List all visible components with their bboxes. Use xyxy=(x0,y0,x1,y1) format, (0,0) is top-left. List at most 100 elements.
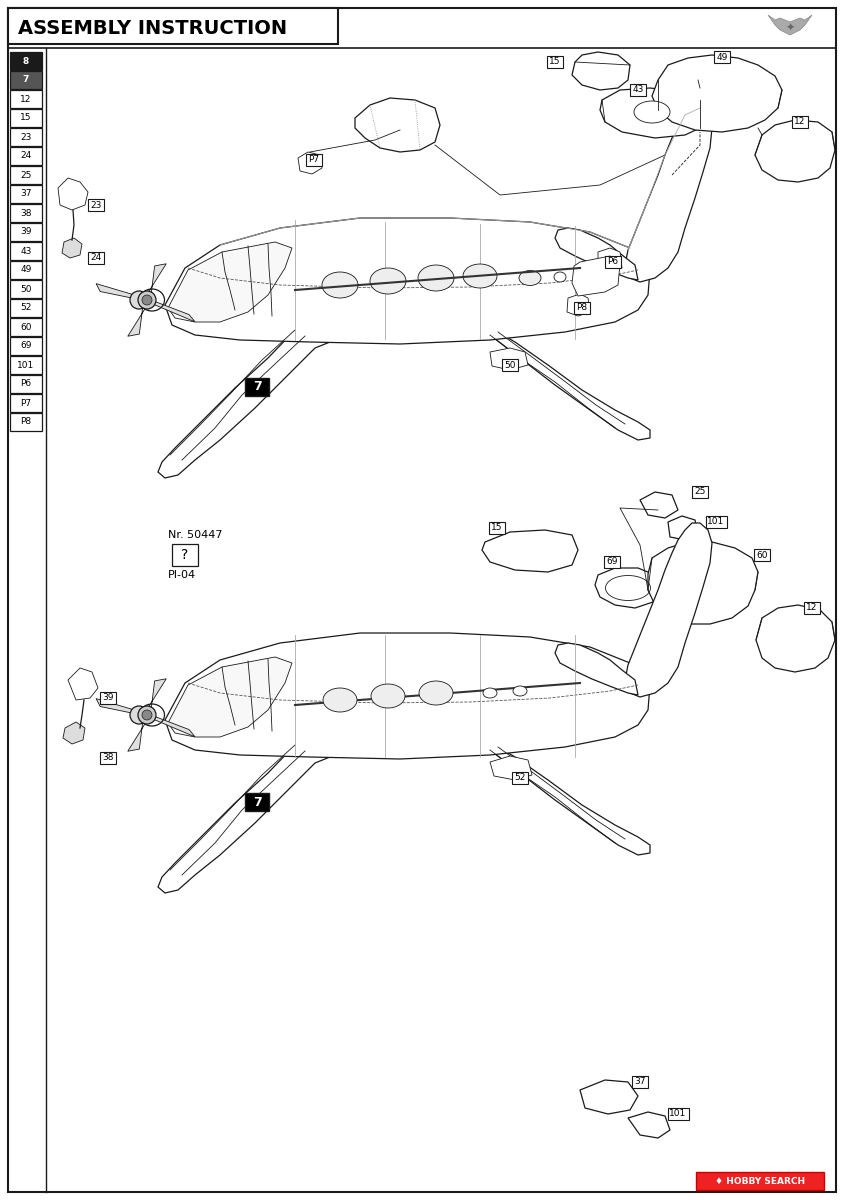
Polygon shape xyxy=(555,643,638,695)
Polygon shape xyxy=(598,248,622,272)
Bar xyxy=(306,154,322,166)
Text: 25: 25 xyxy=(695,487,706,497)
Bar xyxy=(10,90,42,108)
Bar xyxy=(696,1172,824,1190)
Polygon shape xyxy=(600,88,705,138)
Circle shape xyxy=(142,710,152,720)
Ellipse shape xyxy=(513,686,527,696)
Bar xyxy=(10,318,42,336)
Polygon shape xyxy=(165,218,650,344)
Text: P6: P6 xyxy=(20,379,31,389)
Text: 101: 101 xyxy=(669,1110,687,1118)
Polygon shape xyxy=(96,698,140,714)
Text: 60: 60 xyxy=(20,323,32,331)
Polygon shape xyxy=(165,634,650,758)
Bar xyxy=(10,413,42,431)
Text: ✦: ✦ xyxy=(785,23,795,32)
Bar xyxy=(88,199,104,211)
Polygon shape xyxy=(652,55,782,132)
Text: 15: 15 xyxy=(20,114,32,122)
Ellipse shape xyxy=(463,264,497,288)
Ellipse shape xyxy=(554,272,566,282)
Polygon shape xyxy=(668,516,698,540)
Text: 43: 43 xyxy=(632,85,644,95)
Polygon shape xyxy=(127,305,147,336)
Text: 101: 101 xyxy=(707,517,725,527)
Text: P6: P6 xyxy=(608,258,619,266)
Polygon shape xyxy=(68,668,98,700)
Text: PI-04: PI-04 xyxy=(168,570,196,580)
Polygon shape xyxy=(572,256,620,296)
Text: 23: 23 xyxy=(90,200,101,210)
Text: 7: 7 xyxy=(252,380,262,394)
Ellipse shape xyxy=(370,268,406,294)
Text: 49: 49 xyxy=(717,53,728,61)
Polygon shape xyxy=(640,492,678,518)
Polygon shape xyxy=(648,542,758,624)
Text: 60: 60 xyxy=(756,551,768,559)
Text: 50: 50 xyxy=(504,360,516,370)
Ellipse shape xyxy=(322,272,358,298)
Text: 37: 37 xyxy=(20,190,32,198)
Ellipse shape xyxy=(519,270,541,286)
Bar xyxy=(574,302,590,314)
Ellipse shape xyxy=(371,684,405,708)
Polygon shape xyxy=(147,679,166,710)
Text: 69: 69 xyxy=(20,342,32,350)
Bar xyxy=(245,378,269,396)
Bar xyxy=(489,522,505,534)
Bar xyxy=(502,359,518,371)
Bar xyxy=(10,185,42,203)
Polygon shape xyxy=(625,108,712,282)
Bar xyxy=(630,84,646,96)
Polygon shape xyxy=(168,242,292,322)
Bar xyxy=(10,204,42,222)
Polygon shape xyxy=(490,332,650,440)
Bar xyxy=(604,556,620,568)
Bar xyxy=(10,242,42,260)
Bar xyxy=(10,166,42,184)
Polygon shape xyxy=(63,722,85,744)
Text: 7: 7 xyxy=(252,796,262,809)
Bar xyxy=(668,1108,689,1120)
Polygon shape xyxy=(158,330,335,478)
Polygon shape xyxy=(127,720,147,751)
Text: Nr. 50447: Nr. 50447 xyxy=(168,530,223,540)
Polygon shape xyxy=(490,746,650,854)
Bar xyxy=(692,486,708,498)
Text: 52: 52 xyxy=(514,774,526,782)
Bar xyxy=(706,516,727,528)
Text: 37: 37 xyxy=(634,1078,646,1086)
Bar xyxy=(10,394,42,412)
Text: 15: 15 xyxy=(549,58,560,66)
Text: 12: 12 xyxy=(20,95,32,103)
Polygon shape xyxy=(153,301,195,322)
Circle shape xyxy=(142,295,152,305)
Bar xyxy=(100,692,116,704)
Text: 24: 24 xyxy=(90,253,101,263)
Bar xyxy=(792,116,808,128)
Bar xyxy=(172,544,198,566)
Ellipse shape xyxy=(418,265,454,290)
Text: ?: ? xyxy=(181,548,188,562)
Text: 49: 49 xyxy=(20,265,32,275)
Text: 24: 24 xyxy=(20,151,31,161)
Polygon shape xyxy=(298,152,322,174)
Bar xyxy=(10,299,42,317)
Text: 25: 25 xyxy=(20,170,32,180)
Polygon shape xyxy=(756,605,835,672)
Ellipse shape xyxy=(130,290,148,308)
Text: 12: 12 xyxy=(806,604,818,612)
Polygon shape xyxy=(158,745,335,893)
Circle shape xyxy=(138,706,156,724)
Polygon shape xyxy=(482,530,578,572)
Text: P7: P7 xyxy=(20,398,31,408)
Polygon shape xyxy=(755,120,835,182)
Ellipse shape xyxy=(323,688,357,712)
Text: 101: 101 xyxy=(18,360,35,370)
Polygon shape xyxy=(62,238,82,258)
Text: 7: 7 xyxy=(23,76,30,84)
Bar xyxy=(804,602,820,614)
Bar xyxy=(10,260,42,278)
Bar xyxy=(10,280,42,298)
